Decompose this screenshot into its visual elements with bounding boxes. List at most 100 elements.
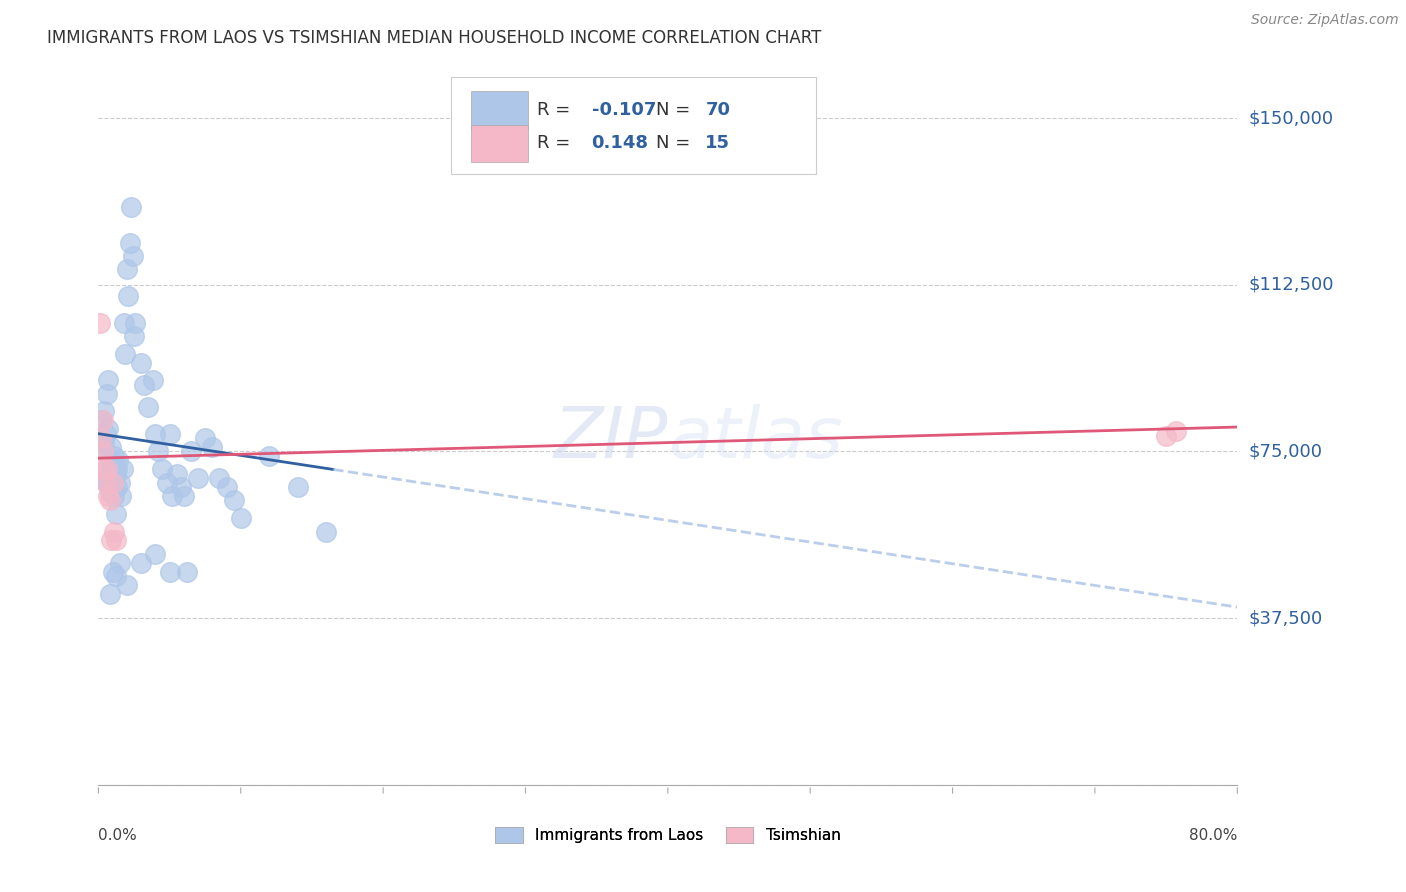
- Point: [112, 316, 135, 330]
- Point: [103, 489, 125, 503]
- Point: [97, 422, 120, 436]
- Point: [94, 462, 117, 476]
- Point: [315, 524, 337, 539]
- Text: R =: R =: [537, 101, 576, 120]
- Point: [98, 587, 121, 601]
- Text: $112,500: $112,500: [1249, 276, 1334, 293]
- Point: [105, 480, 128, 494]
- Text: R =: R =: [537, 135, 582, 153]
- Point: [156, 475, 179, 490]
- Point: [118, 235, 141, 250]
- Point: [93, 435, 115, 450]
- Point: [100, 440, 122, 454]
- Point: [96, 386, 118, 401]
- Point: [187, 471, 209, 485]
- Point: [107, 453, 129, 467]
- Point: [91, 471, 114, 485]
- Point: [159, 565, 181, 579]
- Text: -0.107: -0.107: [592, 101, 657, 120]
- Point: [287, 480, 309, 494]
- Point: [93, 404, 115, 418]
- Point: [104, 533, 127, 548]
- Point: [105, 462, 128, 476]
- Point: [229, 511, 252, 525]
- Point: [96, 475, 118, 490]
- Point: [115, 578, 138, 592]
- Text: ZIP: ZIP: [554, 404, 668, 473]
- Point: [89, 316, 111, 330]
- Point: [117, 289, 139, 303]
- Point: [103, 524, 125, 539]
- Point: [145, 426, 167, 441]
- Point: [194, 431, 217, 445]
- Point: [90, 413, 112, 427]
- Point: [104, 507, 127, 521]
- Point: [98, 493, 121, 508]
- Point: [101, 471, 124, 485]
- Point: [101, 458, 124, 472]
- Point: [176, 565, 198, 579]
- Point: [132, 377, 155, 392]
- Text: $37,500: $37,500: [1249, 609, 1323, 627]
- Point: [1164, 425, 1187, 439]
- Point: [97, 489, 120, 503]
- Point: [104, 467, 127, 481]
- FancyBboxPatch shape: [471, 125, 527, 162]
- Point: [94, 426, 117, 441]
- Text: $75,000: $75,000: [1249, 442, 1323, 460]
- Point: [101, 475, 124, 490]
- Point: [98, 484, 121, 499]
- Point: [148, 444, 170, 458]
- Point: [259, 449, 281, 463]
- Point: [103, 449, 125, 463]
- Point: [108, 556, 131, 570]
- Text: 0.0%: 0.0%: [98, 829, 138, 843]
- Point: [166, 467, 188, 481]
- Point: [120, 200, 142, 214]
- Point: [91, 413, 114, 427]
- Point: [89, 431, 111, 445]
- Point: [91, 444, 114, 458]
- Text: IMMIGRANTS FROM LAOS VS TSIMSHIAN MEDIAN HOUSEHOLD INCOME CORRELATION CHART: IMMIGRANTS FROM LAOS VS TSIMSHIAN MEDIAN…: [48, 29, 821, 47]
- Point: [170, 480, 193, 494]
- Point: [93, 462, 115, 476]
- Text: N =: N =: [657, 101, 696, 120]
- Text: atlas: atlas: [668, 404, 842, 473]
- Point: [96, 462, 118, 476]
- Point: [222, 493, 245, 508]
- Point: [215, 480, 238, 494]
- Point: [91, 444, 114, 458]
- Point: [100, 533, 122, 548]
- Point: [124, 316, 146, 330]
- Point: [100, 467, 122, 481]
- Point: [129, 556, 152, 570]
- Point: [110, 489, 132, 503]
- Point: [136, 400, 159, 414]
- Point: [162, 489, 184, 503]
- Text: 0.148: 0.148: [592, 135, 648, 153]
- Text: 15: 15: [706, 135, 731, 153]
- Point: [108, 475, 131, 490]
- Point: [90, 431, 112, 445]
- Text: 70: 70: [706, 101, 731, 120]
- Point: [97, 373, 120, 387]
- Point: [208, 471, 231, 485]
- Text: $150,000: $150,000: [1249, 109, 1333, 127]
- Text: N =: N =: [657, 135, 696, 153]
- Point: [101, 565, 124, 579]
- Legend: Immigrants from Laos, Tsimshian: Immigrants from Laos, Tsimshian: [489, 822, 846, 849]
- Point: [122, 329, 145, 343]
- Point: [98, 453, 121, 467]
- Point: [114, 346, 136, 360]
- Point: [180, 444, 202, 458]
- FancyBboxPatch shape: [451, 77, 815, 175]
- Point: [111, 462, 134, 476]
- Text: Source: ZipAtlas.com: Source: ZipAtlas.com: [1251, 13, 1399, 28]
- Point: [201, 440, 224, 454]
- Point: [104, 569, 127, 583]
- Point: [121, 249, 143, 263]
- Point: [129, 355, 152, 369]
- Text: 80.0%: 80.0%: [1189, 829, 1237, 843]
- Point: [173, 489, 195, 503]
- Point: [152, 462, 174, 476]
